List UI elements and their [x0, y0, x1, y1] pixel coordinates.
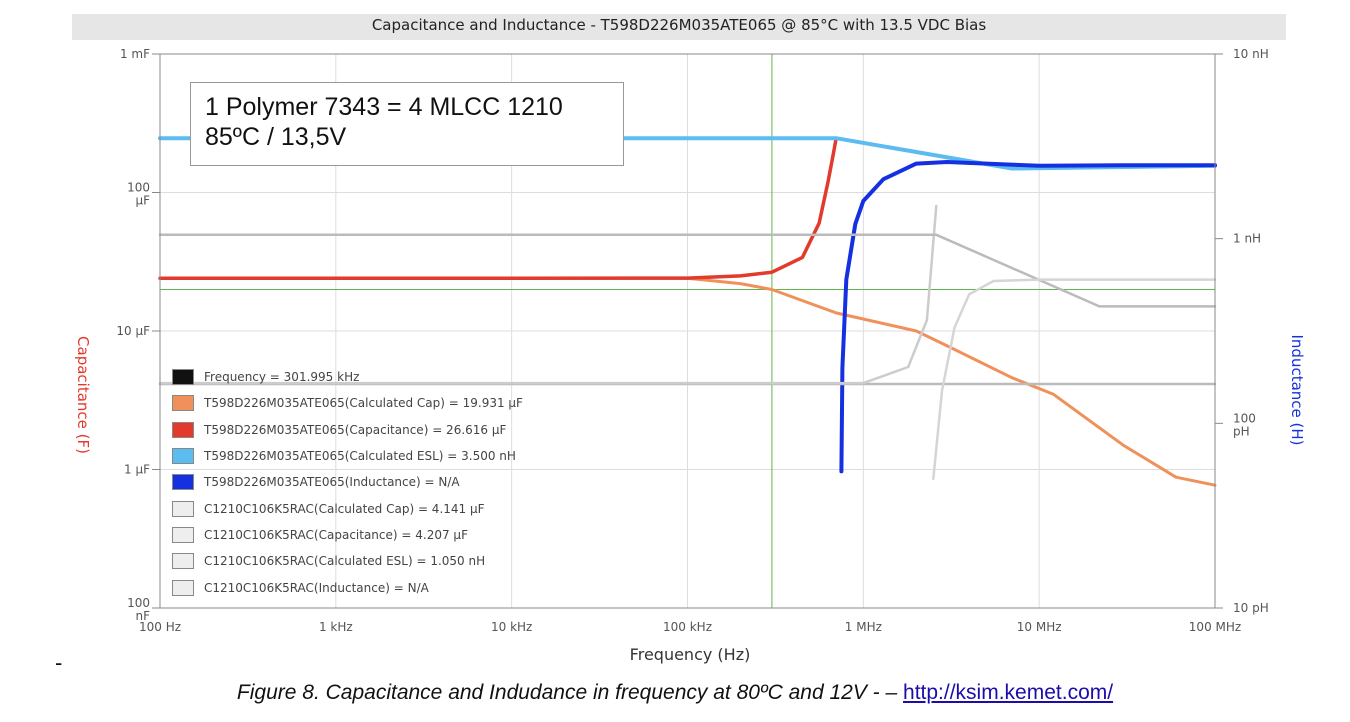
caption-link[interactable]: http://ksim.kemet.com/: [903, 681, 1114, 704]
frequency-cursor[interactable]: [160, 54, 1215, 608]
y-axis-label-left: Capacitance (F): [74, 336, 92, 454]
plot-border: [159, 53, 1216, 609]
series-line: [158, 204, 938, 385]
legend-swatch: [172, 395, 194, 412]
series-lines: [158, 136, 1217, 487]
left-tick-label: 1 µF: [124, 463, 150, 477]
x-axis: 100 Hz 1 kHz 10 kHz 100 kHz 1 MHz 10 MHz 100 M…: [139, 620, 1241, 634]
legend-label: C1210C106K5RAC(Calculated Cap) = 4.141 µ…: [204, 501, 485, 516]
legend-swatch: [172, 526, 194, 543]
legend-label: C1210C106K5RAC(Capacitance) = 4.207 µF: [204, 527, 468, 542]
legend-swatch: [172, 369, 194, 386]
stray-dash: -: [55, 650, 63, 675]
annotation-line-2: 85ºC / 13,5V: [205, 123, 347, 151]
annotation-line-1: 1 Polymer 7343 = 4 MLCC 1210: [205, 93, 563, 121]
caption-text: Figure 8. Capacitance and Indudance in f…: [236, 681, 898, 704]
x-tick-label: 1 MHz: [845, 620, 882, 634]
legend: Frequency = 301.995 kHz T598D226M035ATE0…: [172, 364, 552, 601]
x-tick-label: 1 kHz: [319, 620, 353, 634]
legend-item-c1210-calculated-cap[interactable]: C1210C106K5RAC(Calculated Cap) = 4.141 µ…: [172, 495, 552, 521]
chart-title: Capacitance and Inductance - T598D226M03…: [371, 16, 987, 34]
legend-label: T598D226M035ATE065(Calculated ESL) = 3.5…: [204, 449, 516, 464]
right-tick-label: 10 nH: [1233, 47, 1269, 61]
legend-swatch: [172, 421, 194, 438]
legend-swatch: [172, 579, 194, 596]
x-tick-label: 100 Hz: [139, 620, 181, 634]
series-line: [932, 278, 1217, 481]
legend-item-t598-capacitance[interactable]: T598D226M035ATE065(Capacitance) = 26.616…: [172, 417, 552, 443]
legend-item-t598-calculated-cap[interactable]: T598D226M035ATE065(Calculated Cap) = 19.…: [172, 390, 552, 416]
legend-item-c1210-inductance[interactable]: C1210C106K5RAC(Inductance) = N/A: [172, 574, 552, 600]
x-tick-label: 10 kHz: [491, 620, 532, 634]
legend-item-t598-calculated-esl[interactable]: T598D226M035ATE065(Calculated ESL) = 3.5…: [172, 443, 552, 469]
legend-label: C1210C106K5RAC(Inductance) = N/A: [204, 580, 429, 595]
title-bar: [72, 14, 1286, 40]
left-tick-label: nF: [135, 609, 150, 623]
right-tick-label: 100: [1233, 411, 1256, 425]
left-tick-label: µF: [135, 194, 150, 208]
legend-label: T598D226M035ATE065(Inductance) = N/A: [204, 475, 460, 490]
legend-swatch: [172, 553, 194, 570]
series-line: [158, 136, 838, 281]
legend-item-c1210-calculated-esl[interactable]: C1210C106K5RAC(Calculated ESL) = 1.050 n…: [172, 548, 552, 574]
annotation-box: 1 Polymer 7343 = 4 MLCC 1210 85ºC / 13,5…: [190, 82, 624, 166]
series-line: [158, 233, 1217, 308]
legend-label: T598D226M035ATE065(Calculated Cap) = 19.…: [204, 396, 523, 411]
legend-label: Frequency = 301.995 kHz: [204, 370, 360, 385]
right-tick-label: pH: [1233, 424, 1250, 438]
left-tick-label: 10 µF: [116, 324, 150, 338]
legend-item-c1210-capacitance[interactable]: C1210C106K5RAC(Capacitance) = 4.207 µF: [172, 522, 552, 548]
left-tick-label: 1 mF: [120, 47, 150, 61]
figure-caption: Figure 8. Capacitance and Indudance in f…: [0, 681, 1350, 705]
legend-item-frequency[interactable]: Frequency = 301.995 kHz: [172, 364, 552, 390]
legend-label: T598D226M035ATE065(Capacitance) = 26.616…: [204, 422, 507, 437]
y-axis-label-right: Inductance (H): [1288, 334, 1306, 446]
x-axis-label: Frequency (Hz): [629, 645, 751, 664]
left-tick-label: 100: [127, 181, 150, 195]
legend-swatch: [172, 500, 194, 517]
legend-item-t598-inductance[interactable]: T598D226M035ATE065(Inductance) = N/A: [172, 469, 552, 495]
left-tick-label: 100: [127, 596, 150, 610]
legend-swatch: [172, 474, 194, 491]
series-line: [839, 160, 1217, 474]
right-tick-label: 10 pH: [1233, 601, 1269, 615]
legend-label: C1210C106K5RAC(Calculated ESL) = 1.050 n…: [204, 554, 486, 569]
x-tick-label: 100 MHz: [1189, 620, 1241, 634]
x-tick-label: 100 kHz: [663, 620, 712, 634]
x-tick-label: 10 MHz: [1017, 620, 1062, 634]
legend-swatch: [172, 448, 194, 465]
right-tick-label: 1 nH: [1233, 232, 1261, 246]
